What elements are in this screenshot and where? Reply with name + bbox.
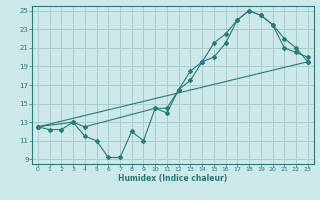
X-axis label: Humidex (Indice chaleur): Humidex (Indice chaleur) (118, 174, 228, 183)
